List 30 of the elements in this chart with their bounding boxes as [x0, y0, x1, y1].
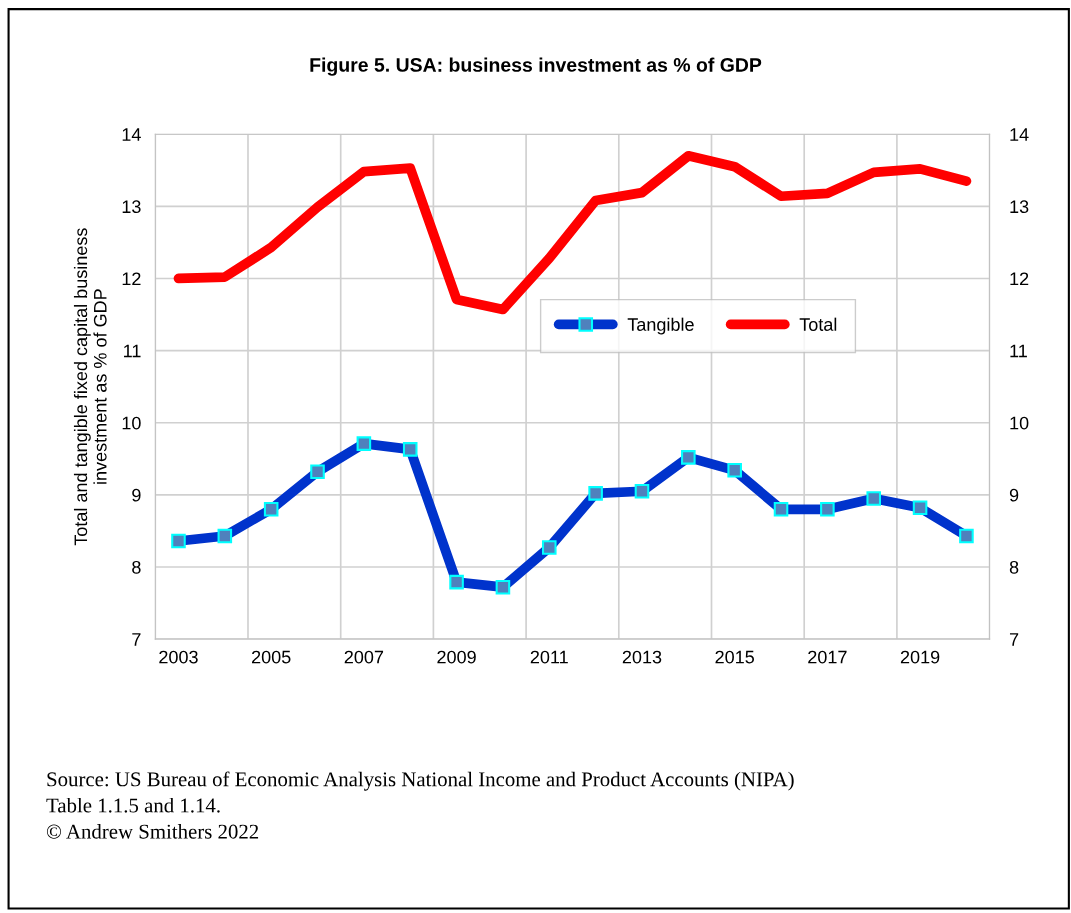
- chart-title: Figure 5. USA: business investment as % of GDP: [310, 57, 762, 76]
- y-tick-label: 12: [122, 272, 141, 286]
- x-tick-label: 2009: [437, 650, 476, 664]
- y-tick-label: 10: [122, 416, 141, 430]
- y-axis-title: Total and tangible fixed capital business investment as % of GDP: [73, 228, 107, 546]
- y-tick-label: 9: [132, 488, 141, 502]
- x-tick-label: 2003: [159, 650, 198, 664]
- y2-tick-label: 12: [1010, 272, 1029, 286]
- x-tick-label: 2007: [344, 650, 384, 664]
- x-tick-label: 2005: [252, 650, 291, 664]
- x-tick-label: 2013: [622, 650, 662, 664]
- x-tick-label: 2017: [808, 650, 847, 664]
- y-tick-label: 11: [124, 344, 141, 358]
- y2-tick-label: 11: [1010, 344, 1027, 358]
- y2-tick-label: 7: [1009, 633, 1019, 646]
- y2-tick-label: 9: [1009, 488, 1019, 502]
- x-tick-label: 2019: [900, 650, 940, 664]
- legend-label: Tangible: [627, 317, 694, 335]
- y-tick-label: 13: [122, 200, 141, 214]
- y-tick-label: 8: [132, 560, 141, 574]
- legend-label: Total: [799, 317, 837, 331]
- y-tick-label: 7: [132, 633, 141, 646]
- y-tick-label: 14: [122, 128, 141, 141]
- y2-tick-label: 8: [1009, 560, 1019, 574]
- y2-tick-label: 14: [1010, 128, 1029, 141]
- source-note: Source: US Bureau of Economic Analysis National Income and Product Accounts (NIPA) Table 1.1.5 and 1.14. © Andrew Smithers 2022: [46, 771, 794, 839]
- x-tick-label: 2011: [530, 650, 568, 664]
- x-tick-label: 2015: [715, 650, 754, 664]
- y2-tick-label: 10: [1010, 416, 1029, 430]
- y2-tick-label: 13: [1010, 200, 1029, 214]
